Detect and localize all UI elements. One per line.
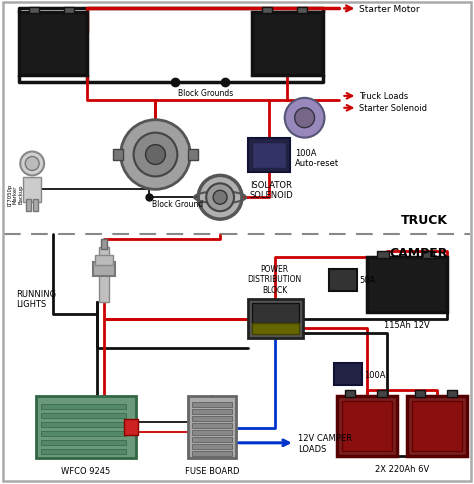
Circle shape: [285, 99, 325, 138]
Bar: [192, 444, 232, 449]
Circle shape: [20, 152, 44, 176]
Bar: [297, 8, 307, 15]
Bar: [124, 419, 137, 435]
Text: Truck Loads: Truck Loads: [359, 92, 409, 101]
Bar: [262, 8, 272, 15]
Bar: [346, 390, 356, 397]
Text: 115Ah 12V: 115Ah 12V: [384, 320, 430, 329]
Circle shape: [121, 121, 190, 190]
Text: Starter Motor: Starter Motor: [359, 5, 420, 14]
Text: Starter Solenoid: Starter Solenoid: [359, 104, 427, 113]
Circle shape: [213, 191, 227, 205]
Circle shape: [25, 157, 39, 171]
Text: FUSE BOARD: FUSE BOARD: [185, 466, 239, 475]
Bar: [41, 449, 126, 454]
Bar: [252, 142, 286, 169]
Bar: [447, 390, 457, 397]
Bar: [41, 404, 126, 409]
Bar: [41, 440, 126, 445]
Text: Block Ground: Block Ground: [153, 200, 204, 209]
Bar: [192, 451, 232, 456]
Bar: [29, 8, 39, 15]
Bar: [188, 149, 198, 161]
Text: 50A: 50A: [359, 276, 375, 285]
Bar: [412, 401, 462, 451]
Bar: [23, 178, 41, 203]
Bar: [95, 256, 113, 265]
Bar: [192, 423, 232, 428]
Circle shape: [206, 184, 234, 212]
Circle shape: [295, 108, 315, 128]
Bar: [422, 251, 434, 258]
Bar: [93, 262, 115, 276]
Circle shape: [146, 145, 165, 165]
Bar: [192, 402, 232, 407]
Bar: [192, 430, 232, 435]
Bar: [252, 14, 323, 76]
Bar: [99, 247, 109, 302]
Bar: [335, 363, 362, 385]
Circle shape: [134, 134, 177, 177]
Bar: [367, 257, 447, 312]
Bar: [407, 396, 466, 456]
Text: 100A: 100A: [364, 370, 386, 379]
Text: RUNNING
LIGHTS: RUNNING LIGHTS: [16, 289, 56, 309]
Bar: [377, 390, 387, 397]
Text: POWER
DISTRIBUTION
BLOCK: POWER DISTRIBUTION BLOCK: [247, 264, 302, 294]
Bar: [342, 401, 392, 451]
Bar: [41, 422, 126, 427]
Text: TRUCK: TRUCK: [401, 213, 448, 227]
Bar: [192, 409, 232, 414]
Bar: [192, 416, 232, 421]
Text: LT7050p
Marker
Backup: LT7050p Marker Backup: [7, 183, 24, 205]
Bar: [377, 251, 389, 258]
Bar: [36, 396, 136, 458]
Text: CAMPER: CAMPER: [389, 246, 448, 259]
Text: WFCO 9245: WFCO 9245: [61, 466, 110, 475]
Bar: [252, 323, 299, 335]
Text: ISOLATOR
SOLENOID: ISOLATOR SOLENOID: [250, 180, 294, 199]
Bar: [248, 299, 302, 339]
Text: 12V CAMPER
LOADS: 12V CAMPER LOADS: [298, 433, 352, 453]
Circle shape: [198, 176, 242, 220]
Bar: [248, 138, 290, 173]
Bar: [26, 200, 31, 212]
Bar: [33, 200, 38, 212]
Bar: [19, 14, 87, 76]
Bar: [337, 396, 397, 456]
Bar: [41, 431, 126, 436]
Bar: [329, 269, 357, 291]
Bar: [252, 303, 299, 323]
Bar: [192, 437, 232, 442]
Bar: [113, 149, 123, 161]
Text: 2X 220Ah 6V: 2X 220Ah 6V: [375, 464, 429, 473]
Bar: [101, 240, 107, 249]
Bar: [188, 396, 236, 458]
Text: 100A
Auto-reset: 100A Auto-reset: [295, 148, 339, 167]
Bar: [64, 8, 74, 15]
Bar: [415, 390, 425, 397]
Bar: [41, 413, 126, 418]
Text: Block Grounds: Block Grounds: [178, 89, 234, 98]
